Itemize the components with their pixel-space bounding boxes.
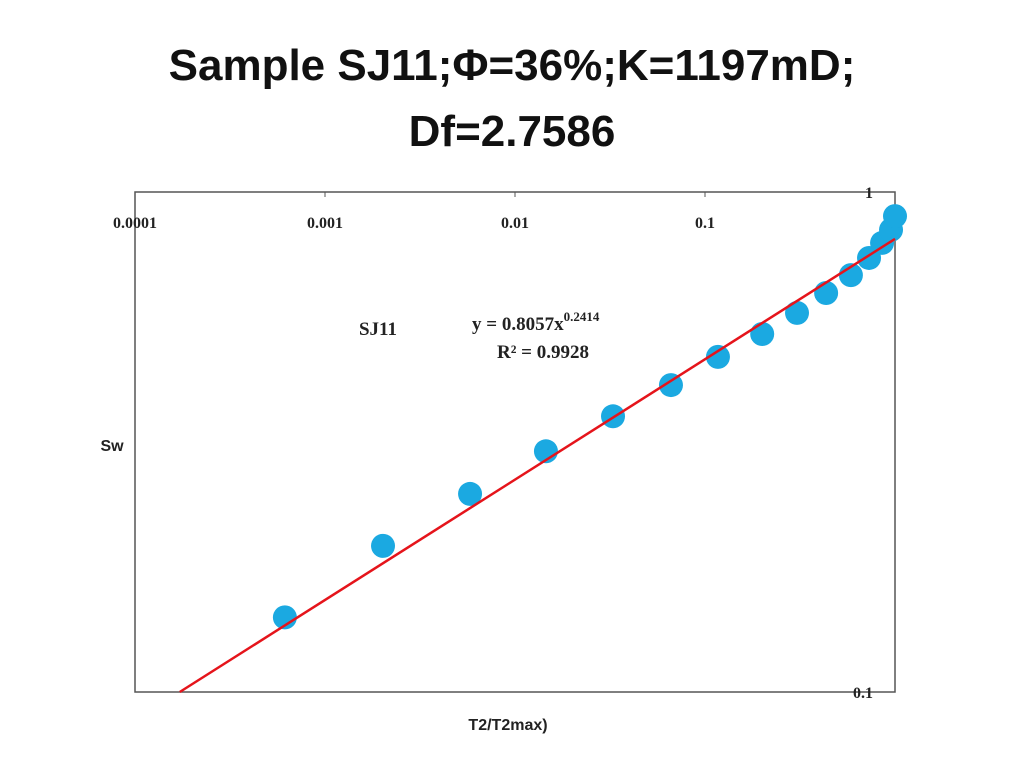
data-point bbox=[658, 373, 683, 398]
annotation: R² = 0.9928 bbox=[497, 342, 589, 363]
fit-line bbox=[179, 237, 896, 694]
plot-frame bbox=[134, 191, 896, 693]
y-tick-label: 0.1 bbox=[853, 685, 873, 702]
x-axis-label: T2/T2max) bbox=[468, 717, 547, 734]
annotation: y = 0.8057x0.2414 bbox=[472, 309, 600, 335]
data-point bbox=[705, 344, 730, 369]
chart-title: Sample SJ11;Φ=36%;K=1197mD; bbox=[169, 41, 856, 90]
data-point bbox=[814, 281, 839, 306]
data-point bbox=[785, 300, 810, 325]
data-point bbox=[272, 605, 297, 630]
x-tick-label: 0.0001 bbox=[113, 215, 157, 232]
x-tick-label: 0.01 bbox=[501, 215, 529, 232]
exponent: 0.2414 bbox=[564, 309, 600, 324]
data-point bbox=[883, 204, 907, 229]
x-tick-label: 0.001 bbox=[307, 215, 343, 232]
y-axis-label: Sw bbox=[100, 438, 124, 455]
data-point bbox=[838, 263, 863, 288]
data-point bbox=[458, 481, 483, 506]
equation: y = 0.8057x bbox=[472, 314, 564, 335]
chart-title: Df=2.7586 bbox=[409, 107, 616, 156]
annotation: SJ11 bbox=[359, 319, 397, 340]
data-point bbox=[750, 321, 775, 346]
data-point bbox=[371, 533, 396, 558]
x-tick-label: 0.1 bbox=[695, 215, 715, 232]
y-tick-label: 1 bbox=[865, 185, 873, 202]
